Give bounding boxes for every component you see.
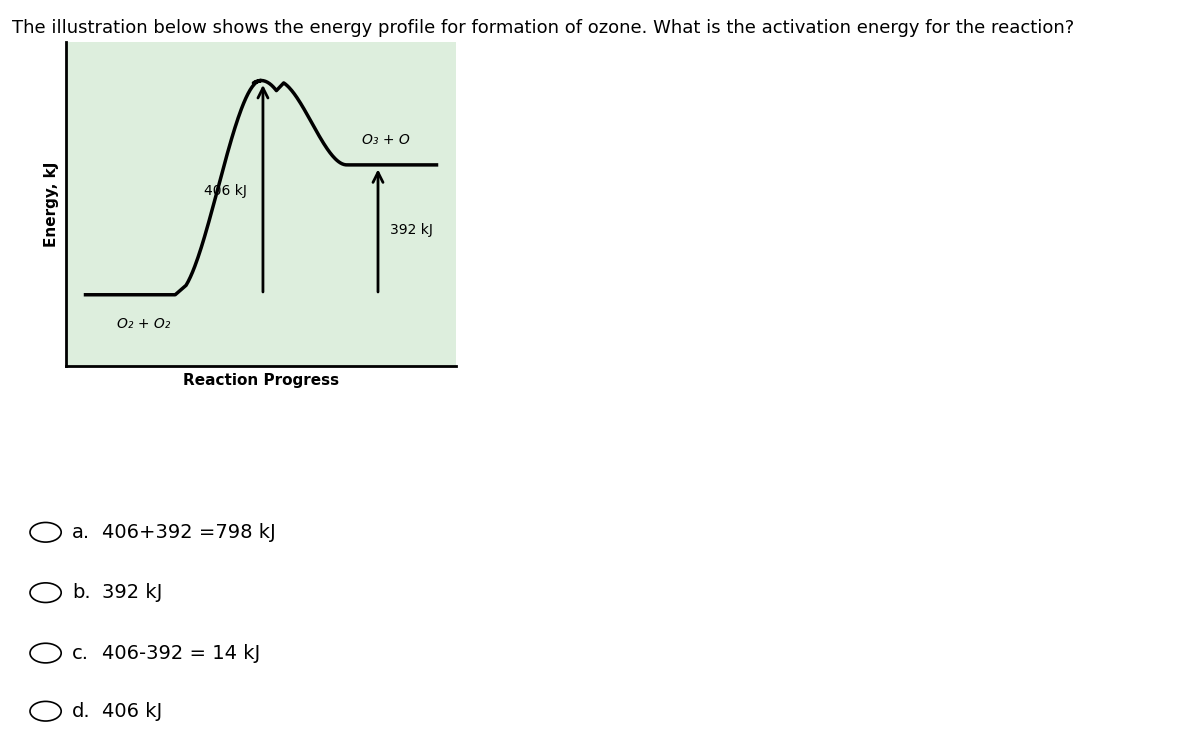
X-axis label: Reaction Progress: Reaction Progress xyxy=(182,373,340,388)
Text: O₃ + O: O₃ + O xyxy=(362,133,410,147)
Text: The illustration below shows the energy profile for formation of ozone. What is : The illustration below shows the energy … xyxy=(12,19,1074,37)
Text: 392 kJ: 392 kJ xyxy=(102,583,162,602)
Y-axis label: Energy, kJ: Energy, kJ xyxy=(44,161,59,247)
Text: 392 kJ: 392 kJ xyxy=(390,223,432,237)
Text: 406+392 =798 kJ: 406+392 =798 kJ xyxy=(102,522,276,542)
Text: b.: b. xyxy=(72,583,91,602)
Text: 406 kJ: 406 kJ xyxy=(102,701,162,721)
Text: 406 kJ: 406 kJ xyxy=(204,184,247,198)
Text: 406-392 = 14 kJ: 406-392 = 14 kJ xyxy=(102,643,260,663)
Text: d.: d. xyxy=(72,701,91,721)
Text: c.: c. xyxy=(72,643,89,663)
Text: O₂ + O₂: O₂ + O₂ xyxy=(118,317,170,331)
Text: a.: a. xyxy=(72,522,90,542)
